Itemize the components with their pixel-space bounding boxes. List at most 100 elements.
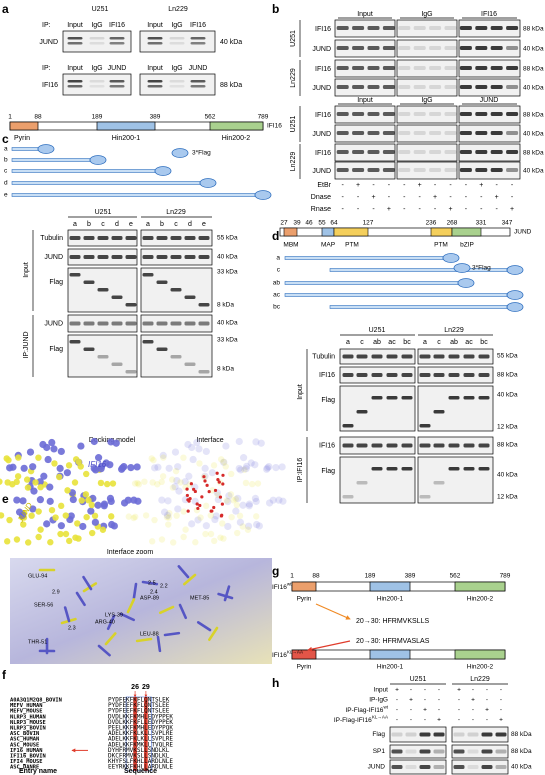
label: bc: [403, 339, 411, 346]
sign: -: [458, 717, 460, 724]
interface-atom: [186, 498, 190, 502]
bond: [183, 573, 197, 586]
bond: [132, 582, 138, 600]
interface-atom: [186, 509, 190, 513]
jund-atom: [217, 456, 225, 463]
blot-band: [475, 150, 488, 154]
label: 40 kDa: [511, 764, 532, 771]
jund-atom: [66, 537, 73, 545]
label: 88 kDa: [523, 26, 544, 33]
sequence: DVDLKKFKMHLEDYPPEK: [108, 713, 173, 720]
blot-band: [170, 321, 182, 326]
blot-band: [453, 749, 465, 754]
jund-atom: [210, 462, 218, 469]
ifi16-atom: [110, 522, 118, 530]
bond: [82, 575, 93, 591]
ifi16-atom: [57, 447, 65, 456]
entry-name: NLRP3_MOUSE: [10, 720, 46, 726]
label: IP:JUND: [23, 331, 30, 358]
label: bZIP: [460, 242, 474, 249]
blot-band: [429, 131, 442, 135]
label: JUND: [44, 320, 63, 327]
sign: +: [395, 687, 399, 694]
ifi16-atom: [175, 487, 183, 495]
zoom-panel: [10, 558, 272, 664]
blot-band: [147, 80, 163, 83]
bond: [119, 612, 136, 622]
blot-band: [69, 340, 81, 344]
blot-band: [342, 373, 354, 377]
label: Ln229: [470, 676, 490, 683]
label-superscript: KL→AA: [287, 650, 304, 655]
domain-hin200-1: [369, 581, 411, 592]
label: EtBr: [317, 182, 331, 189]
jund-atom: [242, 479, 250, 487]
label: IP-Flag-IFI16wt: [346, 705, 389, 714]
blot-band: [490, 66, 503, 70]
jund-atom: [97, 479, 105, 487]
interface-atom: [216, 478, 220, 482]
blot-band: [170, 288, 182, 292]
jund-atom: [150, 456, 157, 464]
interface-atom: [196, 506, 200, 511]
ifi16-atom: [181, 496, 189, 504]
label: 1: [8, 114, 12, 121]
jund-atom: [217, 534, 224, 541]
blot-band: [336, 112, 349, 116]
blot-band: [336, 26, 349, 30]
entry-name: ASC_BOVIN: [10, 731, 39, 737]
entry-name: A0A3Q1M2Q8_BOVIN: [10, 698, 62, 704]
blot-band: [111, 255, 123, 259]
label: 88 kDa: [523, 66, 544, 73]
interface-atom: [210, 509, 214, 513]
blot-box: [389, 759, 447, 775]
blot-band: [433, 443, 445, 448]
label: Interface zoom: [107, 549, 153, 556]
sign: -: [403, 206, 406, 213]
blot-band: [444, 85, 457, 89]
label: IFI16wt: [272, 582, 292, 591]
label-superscript: wt: [383, 705, 388, 710]
sign: -: [434, 182, 437, 189]
sign: +: [409, 697, 413, 704]
blot-band: [506, 46, 519, 50]
sequence: ADELKKFKLKLLSVPLRE: [108, 736, 173, 743]
entry-name: ASC_MOUSE: [10, 742, 39, 748]
label: PTM: [434, 242, 448, 249]
sign: -: [434, 206, 437, 213]
ifi16-atom: [29, 505, 37, 513]
jund-atom: [173, 512, 180, 519]
ifi16-atom: [43, 520, 51, 528]
label: JUND: [368, 764, 386, 771]
jund-atom: [223, 497, 230, 504]
label: a: [4, 146, 8, 153]
ifi16-atom: [272, 463, 280, 472]
blot-band: [433, 749, 445, 754]
jund-atom: [57, 530, 64, 538]
bond: [135, 637, 153, 643]
entry-name: NLRP3_HUMAN: [10, 714, 46, 720]
label: ac: [388, 339, 396, 346]
sign: -: [472, 707, 474, 714]
blot-box: [62, 73, 132, 96]
jund-atom: [62, 512, 69, 519]
blot-band: [109, 80, 125, 83]
sign: -: [486, 687, 488, 694]
label: c: [101, 221, 105, 228]
blot-band: [83, 321, 95, 326]
ifi16-atom: [265, 463, 273, 471]
domain-pyrin: [291, 581, 317, 592]
sign: +: [418, 182, 422, 189]
ifi16-atom: [275, 496, 283, 504]
label: IFI16: [481, 11, 497, 18]
blot-band: [109, 85, 125, 88]
label: IFI16: [88, 460, 107, 469]
blot-box: [396, 124, 458, 143]
ifi16-atom: [90, 437, 98, 446]
flag-tag: [442, 253, 460, 263]
panel-letter: a: [2, 2, 9, 16]
interface-atom: [203, 479, 207, 483]
label: IFI16: [319, 372, 335, 379]
jund-atom: [239, 523, 246, 530]
blot-band: [459, 46, 472, 50]
